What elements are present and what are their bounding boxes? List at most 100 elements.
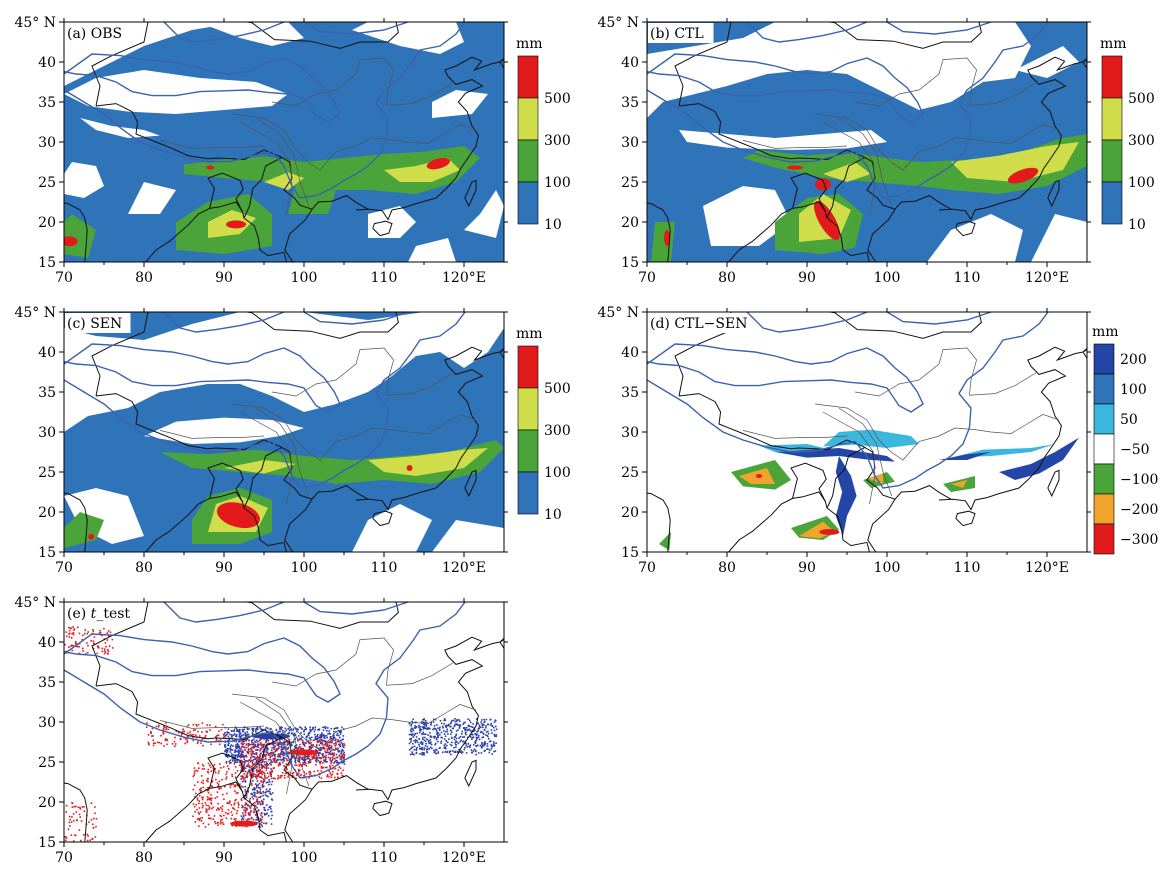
ttest-point [282, 756, 285, 759]
ttest-point [202, 782, 205, 785]
ttest-point [239, 737, 242, 739]
ttest-point [341, 738, 344, 741]
ttest-point [201, 722, 204, 724]
ttest-point [261, 818, 263, 821]
ttest-point [237, 754, 240, 756]
ttest-point [280, 748, 282, 751]
ttest-point [207, 817, 210, 820]
ttest-point [449, 750, 452, 752]
ttest-point [293, 757, 296, 759]
ttest-point [258, 739, 261, 742]
ttest-point [68, 821, 70, 824]
ttest-point [216, 734, 219, 737]
ttest-point [250, 753, 253, 755]
ttest-point [210, 770, 213, 772]
x-tick-label: 80 [135, 560, 153, 576]
ttest-point [465, 729, 467, 731]
ttest-point [181, 730, 184, 733]
ttest-point [320, 736, 323, 739]
precip-area [1007, 167, 1039, 184]
ttest-point [184, 742, 186, 745]
ttest-point [193, 805, 196, 808]
ttest-point [337, 750, 340, 752]
ttest-point [276, 749, 278, 752]
ttest-point [329, 758, 332, 760]
ttest-point [342, 761, 345, 764]
ttest-point [202, 765, 205, 767]
ttest-point [262, 755, 265, 757]
ttest-point [309, 760, 311, 762]
ttest-point [80, 839, 82, 842]
ttest-point [226, 751, 228, 753]
ttest-point [186, 740, 189, 742]
ttest-point [229, 762, 231, 765]
y-tick-label: 15 [38, 255, 56, 271]
ttest-point [197, 818, 200, 820]
ttest-point [261, 728, 263, 731]
ttest-point [289, 762, 291, 765]
ttest-point [247, 804, 249, 806]
ttest-point [465, 727, 468, 729]
ttest-point [225, 760, 228, 763]
ttest-point [256, 816, 258, 819]
coast-border-line [1082, 61, 1087, 82]
coast-border-line [790, 172, 827, 212]
ttest-point [266, 763, 268, 765]
dry-area [64, 70, 288, 114]
ttest-point [329, 757, 331, 759]
river-line [271, 347, 455, 397]
ttest-point [277, 753, 280, 756]
ttest-point [410, 733, 412, 736]
ttest-point [260, 742, 262, 744]
ttest-point [250, 743, 253, 746]
ttest-point [333, 737, 336, 739]
x-tick-label: 90 [215, 850, 233, 866]
ttest-point [321, 741, 323, 744]
ttest-point [295, 777, 297, 779]
ttest-point [207, 792, 210, 794]
ttest-point [461, 736, 464, 738]
ttest-point [151, 727, 154, 730]
ttest-point [233, 730, 235, 732]
ttest-point [491, 753, 493, 755]
ttest-point [481, 745, 484, 747]
ttest-point [260, 776, 262, 778]
ttest-point [70, 834, 73, 836]
ttest-point [236, 784, 238, 786]
ttest-point [313, 755, 315, 758]
topography-contours [64, 602, 466, 779]
ttest-point [454, 718, 456, 720]
ttest-point [439, 746, 441, 749]
ttest-point [488, 751, 491, 754]
ttest-point [320, 770, 323, 772]
topo-contour [303, 312, 409, 325]
ttest-point [254, 776, 257, 778]
ttest-point [252, 758, 255, 761]
ttest-point [246, 743, 248, 745]
ttest-point [270, 753, 273, 755]
ttest-point [458, 720, 461, 723]
ttest-point [294, 734, 297, 736]
ttest-point [336, 732, 339, 735]
panel-label-bg [65, 313, 131, 333]
ttest-point [263, 761, 266, 763]
ttest-point [200, 742, 202, 744]
ttest-point [249, 773, 252, 775]
ttest-point [318, 740, 320, 742]
ttest-point [318, 747, 320, 750]
ttest-point [475, 753, 477, 756]
ttest-point [236, 730, 239, 732]
ttest-point [255, 759, 258, 762]
ttest-point [474, 741, 476, 744]
ttest-point [318, 749, 320, 752]
ttest-point [254, 801, 256, 804]
ttest-point [439, 734, 441, 736]
ttest-point [298, 772, 300, 775]
ttest-point [308, 745, 311, 748]
ttest-point [495, 742, 497, 744]
ttest-point [240, 746, 243, 748]
colorbar-unit: mm [516, 36, 543, 52]
ttest-point [317, 737, 320, 739]
ttest-point [472, 723, 474, 725]
